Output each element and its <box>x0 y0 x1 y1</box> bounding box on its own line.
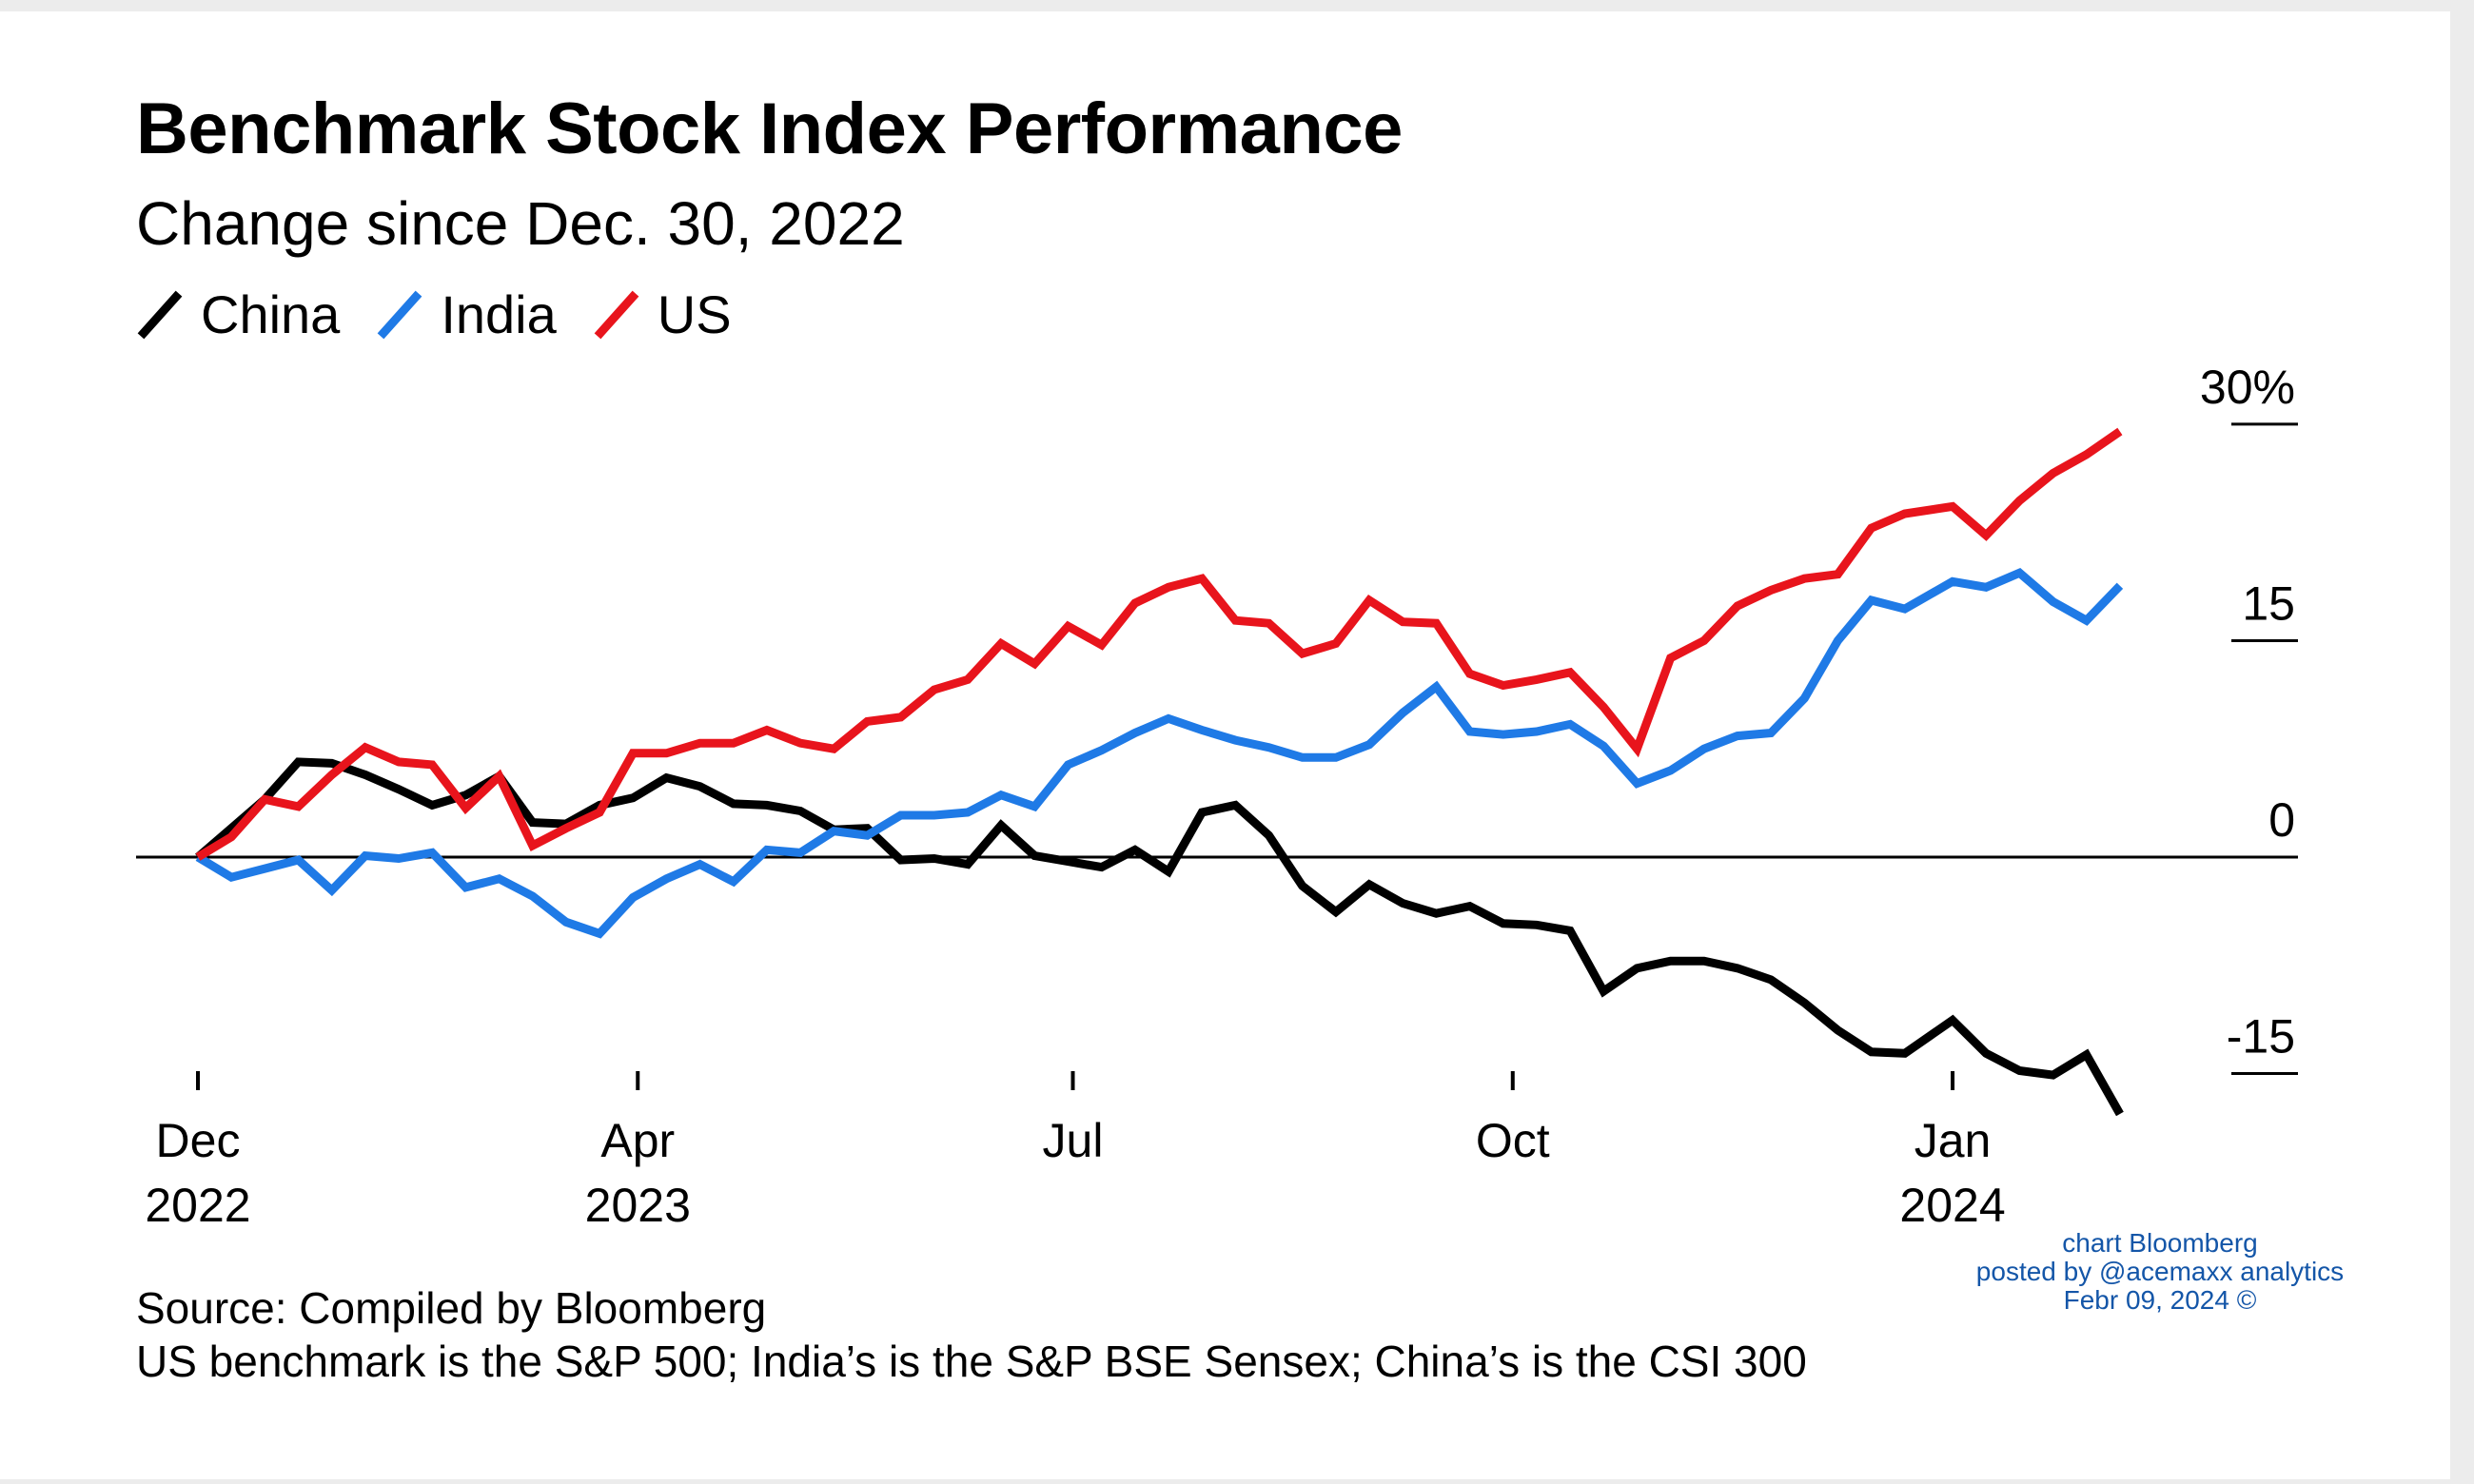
x-tick-label: Dec <box>156 1114 241 1167</box>
chart-card <box>0 11 2450 1479</box>
watermark-line-1: chart Bloomberg <box>2062 1228 2258 1258</box>
chart-subtitle: Change since Dec. 30, 2022 <box>136 189 905 258</box>
y-tick-label: 0 <box>2268 793 2295 847</box>
x-tick-year-label: 2024 <box>1899 1179 2005 1232</box>
y-tick-label: 30% <box>2200 361 2295 414</box>
watermark-line-3: Febr 09, 2024 © <box>2063 1285 2257 1315</box>
x-tick-label: Apr <box>600 1114 675 1167</box>
legend-item-india: India <box>376 283 557 345</box>
benchmark-note: US benchmark is the S&P 500; India’s is … <box>136 1337 1807 1386</box>
legend-item-us: US <box>593 283 732 345</box>
india-line-swatch-icon <box>377 290 422 340</box>
us-line-swatch-icon <box>594 290 639 340</box>
legend-label-china: China <box>201 283 341 344</box>
series-line-china <box>195 757 2124 1117</box>
series-line-india <box>195 567 2124 939</box>
legend-label-us: US <box>657 283 732 344</box>
x-tick-label: Oct <box>1476 1114 1550 1167</box>
legend-item-china: China <box>136 283 340 345</box>
watermark-line-2: posted by @acemaxx analytics <box>1975 1257 2345 1286</box>
chart-title: Benchmark Stock Index Performance <box>136 88 1403 169</box>
x-tick-year-label: 2022 <box>145 1179 250 1232</box>
legend-label-india: India <box>441 283 557 344</box>
x-tick-label: Jan <box>1914 1114 1992 1167</box>
y-tick-label: 15 <box>2242 576 2295 630</box>
legend: China India US <box>136 281 768 347</box>
watermark: chart Bloomberg posted by @acemaxx analy… <box>1903 1229 2417 1315</box>
y-tick-label: -15 <box>2227 1010 2295 1064</box>
source-note: Source: Compiled by Bloomberg <box>136 1283 767 1333</box>
x-tick-label: Jul <box>1043 1114 1104 1167</box>
china-line-swatch-icon <box>137 290 183 340</box>
x-tick-year-label: 2023 <box>585 1179 691 1232</box>
series-line-us <box>195 427 2123 861</box>
